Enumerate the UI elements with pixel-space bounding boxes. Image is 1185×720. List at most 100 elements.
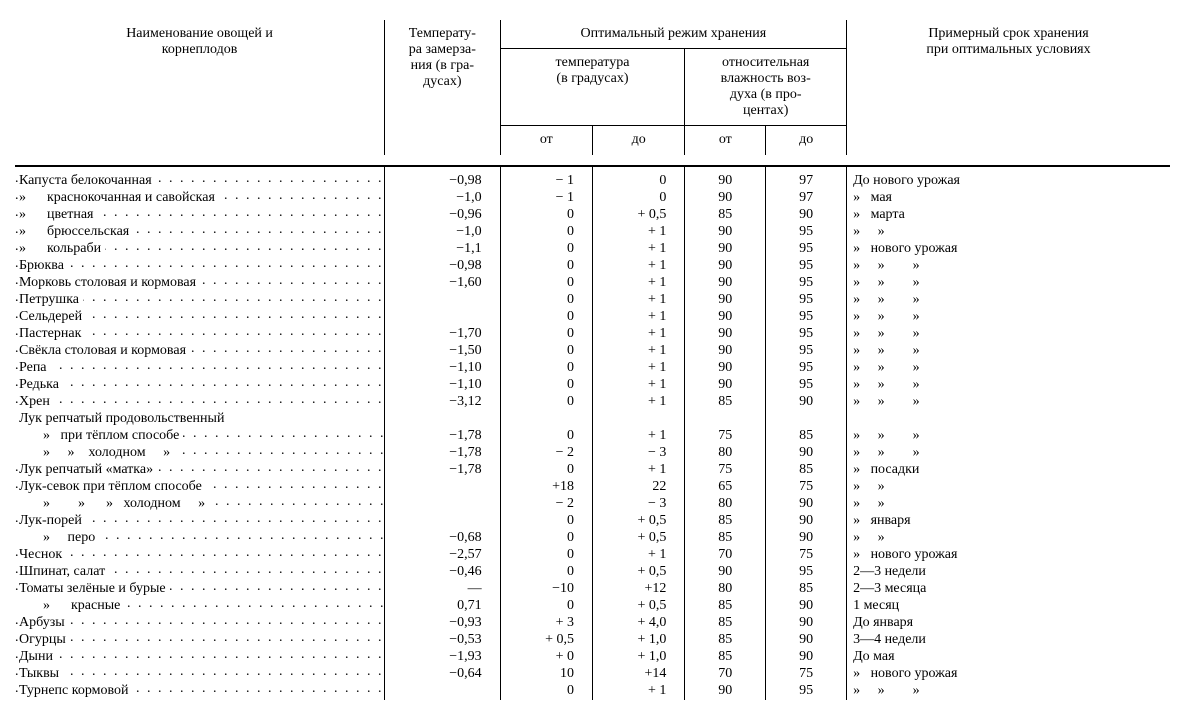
- cell-temp-from: 0: [500, 513, 592, 530]
- cell-term: » марта: [847, 207, 1170, 224]
- cell-term: » » »: [847, 445, 1170, 462]
- cell-temp-from: [500, 411, 592, 428]
- cell-name: Тыквы . . . . . . . . . . . . . . . . . …: [15, 666, 385, 683]
- cell-hum-from: 90: [685, 343, 766, 360]
- cell-freezing: −0,46: [385, 564, 501, 581]
- cell-term: » » »: [847, 275, 1170, 292]
- cell-name: Томаты зелёные и бурые . . . . . . . . .…: [15, 581, 385, 598]
- cell-temp-to: − 3: [592, 496, 684, 513]
- cell-hum-from: 90: [685, 309, 766, 326]
- cell-freezing: −0,93: [385, 615, 501, 632]
- cell-term: » января: [847, 513, 1170, 530]
- cell-temp-to: + 1: [592, 275, 684, 292]
- cell-term: » » »: [847, 326, 1170, 343]
- cell-hum-to: 95: [766, 224, 847, 241]
- cell-name: Дыни . . . . . . . . . . . . . . . . . .…: [15, 649, 385, 666]
- cell-freezing: −1,0: [385, 190, 501, 207]
- cell-temp-from: 0: [500, 394, 592, 411]
- cell-freezing: −1,0: [385, 224, 501, 241]
- cell-hum-to: 97: [766, 173, 847, 190]
- hdr-temp-to: до: [592, 126, 684, 155]
- table-row: Свёкла столовая и кормовая . . . . . . .…: [15, 343, 1170, 360]
- cell-temp-to: + 1: [592, 241, 684, 258]
- cell-freezing: [385, 479, 501, 496]
- cell-temp-to: + 0,5: [592, 564, 684, 581]
- table-row: Брюква . . . . . . . . . . . . . . . . .…: [15, 258, 1170, 275]
- cell-freezing: —: [385, 581, 501, 598]
- cell-freezing: [385, 496, 501, 513]
- cell-temp-to: 0: [592, 173, 684, 190]
- cell-term: До января: [847, 615, 1170, 632]
- cell-hum-from: 90: [685, 683, 766, 700]
- cell-hum-to: 90: [766, 445, 847, 462]
- cell-name: » цветная . . . . . . . . . . . . . . . …: [15, 207, 385, 224]
- cell-hum-from: 90: [685, 190, 766, 207]
- cell-temp-to: + 1,0: [592, 649, 684, 666]
- cell-temp-from: 0: [500, 683, 592, 700]
- cell-freezing: −3,12: [385, 394, 501, 411]
- cell-hum-from: 85: [685, 394, 766, 411]
- table-row: Дыни . . . . . . . . . . . . . . . . . .…: [15, 649, 1170, 666]
- cell-temp-from: 0: [500, 309, 592, 326]
- table-row: Лук-порей . . . . . . . . . . . . . . . …: [15, 513, 1170, 530]
- cell-hum-to: 90: [766, 496, 847, 513]
- cell-name: Лук-порей . . . . . . . . . . . . . . . …: [15, 513, 385, 530]
- cell-temp-to: + 1: [592, 224, 684, 241]
- cell-name: Пастернак . . . . . . . . . . . . . . . …: [15, 326, 385, 343]
- table-header: Наименование овощей икорнеплодов Темпера…: [15, 20, 1170, 166]
- cell-temp-to: + 0,5: [592, 207, 684, 224]
- cell-temp-from: 0: [500, 428, 592, 445]
- cell-hum-to: 90: [766, 632, 847, 649]
- cell-term: 2—3 месяца: [847, 581, 1170, 598]
- cell-temp-from: 0: [500, 292, 592, 309]
- cell-freezing: −1,70: [385, 326, 501, 343]
- hdr-temperature: температура(в градусах): [500, 49, 685, 126]
- cell-name: » краснокочанная и савойская . . . . . .…: [15, 190, 385, 207]
- cell-hum-from: 90: [685, 326, 766, 343]
- cell-hum-from: 65: [685, 479, 766, 496]
- cell-term: » нового урожая: [847, 547, 1170, 564]
- cell-hum-from: 90: [685, 377, 766, 394]
- cell-term: До мая: [847, 649, 1170, 666]
- cell-hum-from: 80: [685, 496, 766, 513]
- cell-hum-from: 80: [685, 581, 766, 598]
- cell-temp-to: + 0,5: [592, 513, 684, 530]
- cell-name: Огурцы . . . . . . . . . . . . . . . . .…: [15, 632, 385, 649]
- cell-freezing: [385, 309, 501, 326]
- cell-freezing: [385, 513, 501, 530]
- cell-freezing: −1,10: [385, 360, 501, 377]
- cell-temp-from: − 2: [500, 445, 592, 462]
- cell-temp-to: + 1,0: [592, 632, 684, 649]
- cell-hum-to: 95: [766, 564, 847, 581]
- cell-name: Шпинат, салат . . . . . . . . . . . . . …: [15, 564, 385, 581]
- cell-name: » перо . . . . . . . . . . . . . . . . .…: [15, 530, 385, 547]
- cell-term: 1 месяц: [847, 598, 1170, 615]
- cell-hum-from: 90: [685, 292, 766, 309]
- cell-hum-to: 75: [766, 547, 847, 564]
- cell-name: Чеснок . . . . . . . . . . . . . . . . .…: [15, 547, 385, 564]
- table-row: » цветная . . . . . . . . . . . . . . . …: [15, 207, 1170, 224]
- cell-name: » брюссельская . . . . . . . . . . . . .…: [15, 224, 385, 241]
- cell-name: Редька . . . . . . . . . . . . . . . . .…: [15, 377, 385, 394]
- cell-temp-from: 0: [500, 275, 592, 292]
- cell-freezing: −1,60: [385, 275, 501, 292]
- cell-temp-to: + 1: [592, 377, 684, 394]
- table-row: » брюссельская . . . . . . . . . . . . .…: [15, 224, 1170, 241]
- hdr-temp-from: от: [500, 126, 592, 155]
- cell-temp-from: − 1: [500, 173, 592, 190]
- table-row: Морковь столовая и кормовая . . . . . . …: [15, 275, 1170, 292]
- cell-temp-from: + 3: [500, 615, 592, 632]
- cell-hum-from: [685, 411, 766, 428]
- cell-hum-to: 95: [766, 360, 847, 377]
- cell-name: » » холодном » . . . . . . . . . . . . .…: [15, 445, 385, 462]
- table-row: Капуста белокочанная . . . . . . . . . .…: [15, 173, 1170, 190]
- cell-hum-to: 95: [766, 343, 847, 360]
- hdr-name: Наименование овощей икорнеплодов: [15, 20, 385, 155]
- cell-hum-to: 90: [766, 394, 847, 411]
- table-row: Арбузы . . . . . . . . . . . . . . . . .…: [15, 615, 1170, 632]
- cell-name: Лук репчатый «матка» . . . . . . . . . .…: [15, 462, 385, 479]
- cell-hum-to: [766, 411, 847, 428]
- cell-temp-from: 0: [500, 530, 592, 547]
- cell-freezing: −0,98: [385, 258, 501, 275]
- cell-temp-to: + 1: [592, 394, 684, 411]
